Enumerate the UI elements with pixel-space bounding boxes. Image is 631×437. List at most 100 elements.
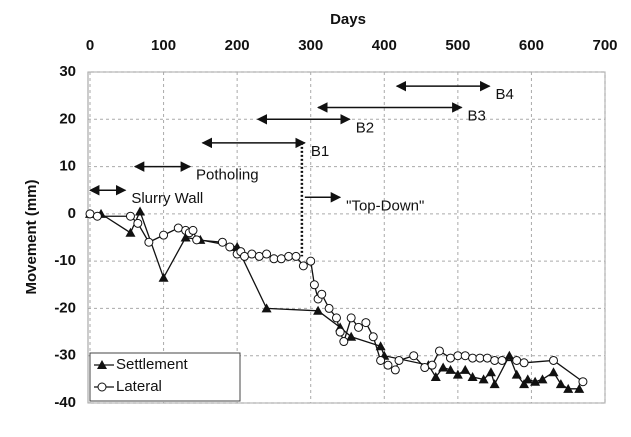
marker-triangle bbox=[460, 364, 471, 374]
y-tick-label: -40 bbox=[54, 394, 76, 411]
marker-circle bbox=[519, 358, 529, 368]
marker-circle bbox=[409, 351, 419, 361]
marker-circle bbox=[254, 251, 264, 261]
marker-triangle bbox=[97, 360, 107, 369]
marker-triangle bbox=[135, 206, 146, 216]
marker-circle bbox=[376, 355, 386, 365]
marker-triangle bbox=[530, 376, 541, 386]
marker-triangle bbox=[489, 379, 500, 389]
annotation-text: B3 bbox=[468, 107, 486, 124]
legend-box bbox=[89, 352, 241, 402]
marker-triangle bbox=[467, 371, 478, 381]
marker-triangle bbox=[485, 367, 496, 377]
marker-circle bbox=[173, 223, 183, 233]
marker-circle bbox=[331, 313, 341, 323]
y-tick-label: 0 bbox=[68, 205, 76, 222]
marker-circle bbox=[427, 360, 437, 370]
y-tick-label: -30 bbox=[54, 347, 76, 364]
marker-triangle bbox=[261, 303, 272, 313]
marker-circle bbox=[92, 211, 102, 221]
x-axis-label: Days bbox=[330, 11, 366, 28]
y-tick-label: 20 bbox=[59, 110, 76, 127]
x-tick-label: 300 bbox=[298, 37, 323, 54]
marker-circle bbox=[306, 256, 316, 266]
annotation-text: B2 bbox=[356, 119, 374, 136]
marker-triangle bbox=[555, 379, 566, 389]
y-axis-label: Movement (mm) bbox=[23, 179, 40, 294]
marker-circle bbox=[453, 351, 463, 361]
marker-circle bbox=[390, 365, 400, 375]
marker-circle bbox=[217, 237, 227, 247]
marker-circle bbox=[188, 225, 198, 235]
marker-circle bbox=[420, 363, 430, 373]
marker-circle bbox=[497, 355, 507, 365]
x-tick-label: 500 bbox=[445, 37, 470, 54]
marker-circle bbox=[482, 353, 492, 363]
annotation-text: "Top-Down" bbox=[346, 197, 424, 214]
marker-circle bbox=[490, 355, 500, 365]
marker-triangle bbox=[522, 374, 533, 384]
y-tick-label: 30 bbox=[59, 63, 76, 80]
marker-circle bbox=[324, 303, 334, 313]
marker-triangle bbox=[158, 272, 169, 282]
annotation-text: Potholing bbox=[196, 167, 259, 184]
marker-circle bbox=[269, 254, 279, 264]
marker-circle bbox=[85, 209, 95, 219]
marker-circle bbox=[354, 322, 364, 332]
marker-triangle bbox=[519, 379, 530, 389]
legend-label: Settlement bbox=[116, 356, 189, 373]
marker-circle bbox=[512, 355, 522, 365]
x-tick-label: 100 bbox=[151, 37, 176, 54]
marker-circle bbox=[225, 242, 235, 252]
y-tick-label: -20 bbox=[54, 299, 76, 316]
marker-triangle bbox=[313, 305, 324, 315]
marker-triangle bbox=[574, 383, 585, 393]
annotation-text: B4 bbox=[495, 86, 513, 103]
marker-circle bbox=[262, 249, 272, 259]
marker-circle bbox=[475, 353, 485, 363]
marker-triangle bbox=[537, 374, 548, 384]
marker-triangle bbox=[478, 374, 489, 384]
y-tick-label: 10 bbox=[59, 158, 76, 175]
marker-triangle bbox=[430, 371, 441, 381]
y-tick-label: -10 bbox=[54, 252, 76, 269]
marker-circle bbox=[298, 261, 308, 271]
marker-circle bbox=[97, 382, 107, 392]
marker-circle bbox=[335, 327, 345, 337]
marker-triangle bbox=[563, 383, 574, 393]
marker-circle bbox=[133, 218, 143, 228]
marker-circle bbox=[394, 355, 404, 365]
marker-circle bbox=[578, 377, 588, 387]
marker-circle bbox=[291, 251, 301, 261]
marker-circle bbox=[247, 249, 257, 259]
marker-circle bbox=[361, 318, 371, 328]
marker-triangle bbox=[452, 369, 463, 379]
marker-triangle bbox=[346, 331, 357, 341]
marker-circle bbox=[309, 280, 319, 290]
marker-circle bbox=[468, 353, 478, 363]
marker-circle bbox=[144, 237, 154, 247]
x-tick-label: 200 bbox=[225, 37, 250, 54]
marker-circle bbox=[317, 289, 327, 299]
annotation-text: B1 bbox=[311, 143, 329, 160]
marker-triangle bbox=[438, 362, 449, 372]
marker-circle bbox=[383, 360, 393, 370]
marker-triangle bbox=[504, 350, 515, 360]
marker-triangle bbox=[180, 232, 191, 242]
annotation-text: Slurry Wall bbox=[131, 190, 203, 207]
marker-circle bbox=[346, 313, 356, 323]
marker-circle bbox=[549, 355, 558, 365]
marker-circle bbox=[125, 211, 135, 221]
x-tick-label: 0 bbox=[86, 37, 94, 54]
marker-circle bbox=[240, 251, 249, 261]
marker-circle bbox=[276, 254, 286, 264]
legend-label: Lateral bbox=[116, 378, 162, 395]
x-tick-label: 700 bbox=[592, 37, 617, 54]
marker-circle bbox=[159, 230, 169, 240]
marker-circle bbox=[368, 332, 378, 342]
x-tick-label: 400 bbox=[372, 37, 397, 54]
marker-circle bbox=[434, 346, 444, 356]
marker-triangle bbox=[548, 367, 559, 377]
marker-circle bbox=[284, 251, 294, 261]
x-tick-label: 600 bbox=[519, 37, 544, 54]
